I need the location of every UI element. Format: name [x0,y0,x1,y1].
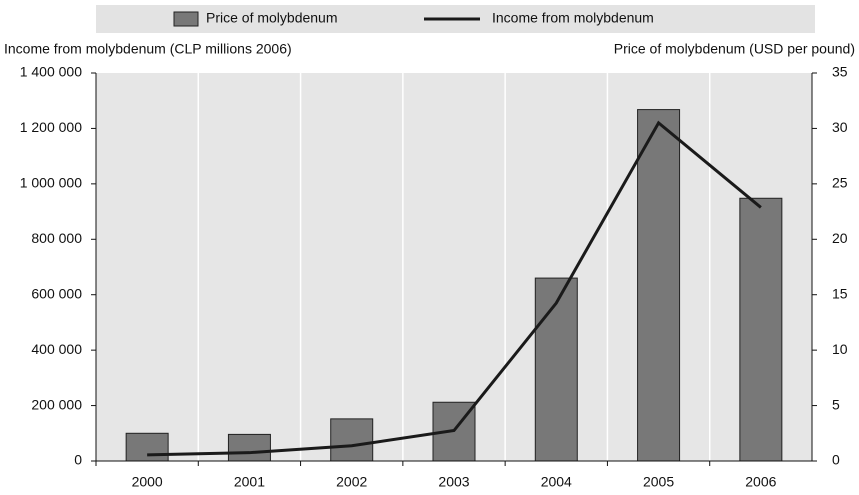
x-tick-label: 2005 [643,474,674,490]
y-tick-label: 400 000 [31,341,82,357]
y2-tick-label: 5 [832,396,840,412]
bar [330,418,374,462]
bar [534,277,578,462]
bar [637,109,681,462]
y-tick-label: 1 400 000 [20,64,82,80]
y-tick-label: 1 000 000 [20,175,82,191]
y2-tick-label: 15 [832,285,848,301]
x-tick-label: 2006 [745,474,776,490]
bar [739,197,783,462]
y2-axis-title: Price of molybdenum (USD per pound) [614,41,855,57]
y-tick-label: 0 [74,452,82,468]
legend-swatch [173,11,199,27]
plot-area [96,73,812,461]
x-tick-label: 2003 [438,474,469,490]
y-tick-label: 200 000 [31,396,82,412]
y2-tick-label: 10 [832,341,848,357]
legend-label: Price of molybdenum [206,10,338,26]
x-tick-label: 2001 [234,474,265,490]
line [147,120,762,457]
y-tick-label: 600 000 [31,285,82,301]
legend-label: Income from molybdenum [492,10,654,26]
y2-tick-label: 35 [832,64,848,80]
x-tick-label: 2000 [132,474,163,490]
y-tick-label: 800 000 [31,230,82,246]
x-tick-label: 2002 [336,474,367,490]
y2-tick-label: 0 [832,452,840,468]
y2-tick-label: 20 [832,230,848,246]
y-tick-label: 1 200 000 [20,119,82,135]
y2-tick-label: 25 [832,175,848,191]
bar [125,432,169,462]
x-tick-label: 2004 [541,474,572,490]
y-axis-title: Income from molybdenum (CLP millions 200… [4,41,292,57]
y2-tick-label: 30 [832,119,848,135]
bar [227,433,271,462]
